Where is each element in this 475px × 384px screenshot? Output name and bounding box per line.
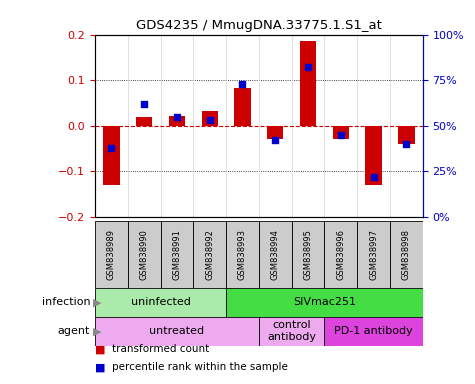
Text: infection: infection — [42, 297, 90, 308]
Bar — [365, 126, 382, 185]
Bar — [95, 317, 259, 346]
Point — [337, 132, 344, 138]
Bar — [226, 288, 423, 317]
Bar — [161, 221, 193, 288]
Text: GSM838995: GSM838995 — [304, 229, 313, 280]
Text: ▶: ▶ — [93, 297, 101, 308]
Bar — [234, 88, 251, 126]
Bar — [193, 221, 226, 288]
Point — [304, 65, 312, 71]
Bar — [332, 126, 349, 139]
Text: GSM838997: GSM838997 — [369, 229, 378, 280]
Bar — [398, 126, 415, 144]
Bar — [128, 221, 161, 288]
Text: SIVmac251: SIVmac251 — [293, 297, 356, 308]
Point — [206, 117, 213, 123]
Bar — [95, 221, 128, 288]
Text: GSM838994: GSM838994 — [271, 229, 280, 280]
Text: GSM838990: GSM838990 — [140, 229, 149, 280]
Text: control
antibody: control antibody — [267, 320, 316, 342]
Bar — [300, 41, 316, 126]
Text: GSM838998: GSM838998 — [402, 229, 411, 280]
Text: transformed count: transformed count — [112, 344, 209, 354]
Bar — [226, 221, 259, 288]
Bar — [390, 221, 423, 288]
Bar — [292, 221, 324, 288]
Point — [173, 114, 180, 120]
Bar — [259, 221, 292, 288]
Bar — [259, 317, 324, 346]
Bar — [136, 117, 152, 126]
Text: GSM838989: GSM838989 — [107, 229, 116, 280]
Bar — [169, 116, 185, 126]
Text: ■: ■ — [95, 344, 105, 354]
Point — [140, 101, 148, 107]
Point — [402, 141, 410, 147]
Text: agent: agent — [58, 326, 90, 336]
Point — [370, 174, 377, 180]
Text: untreated: untreated — [149, 326, 205, 336]
Bar — [324, 317, 423, 346]
Bar — [95, 288, 226, 317]
Title: GDS4235 / MmugDNA.33775.1.S1_at: GDS4235 / MmugDNA.33775.1.S1_at — [136, 19, 382, 32]
Text: GSM838991: GSM838991 — [172, 229, 181, 280]
Bar — [103, 126, 120, 185]
Point — [271, 137, 279, 144]
Bar — [201, 111, 218, 126]
Text: percentile rank within the sample: percentile rank within the sample — [112, 362, 287, 372]
Text: PD-1 antibody: PD-1 antibody — [334, 326, 413, 336]
Text: GSM838993: GSM838993 — [238, 229, 247, 280]
Bar — [267, 126, 284, 139]
Point — [107, 145, 115, 151]
Bar — [324, 221, 357, 288]
Text: GSM838992: GSM838992 — [205, 229, 214, 280]
Text: GSM838996: GSM838996 — [336, 229, 345, 280]
Point — [238, 81, 246, 87]
Text: ▶: ▶ — [93, 326, 101, 336]
Text: ■: ■ — [95, 362, 105, 372]
Bar — [357, 221, 390, 288]
Text: uninfected: uninfected — [131, 297, 190, 308]
